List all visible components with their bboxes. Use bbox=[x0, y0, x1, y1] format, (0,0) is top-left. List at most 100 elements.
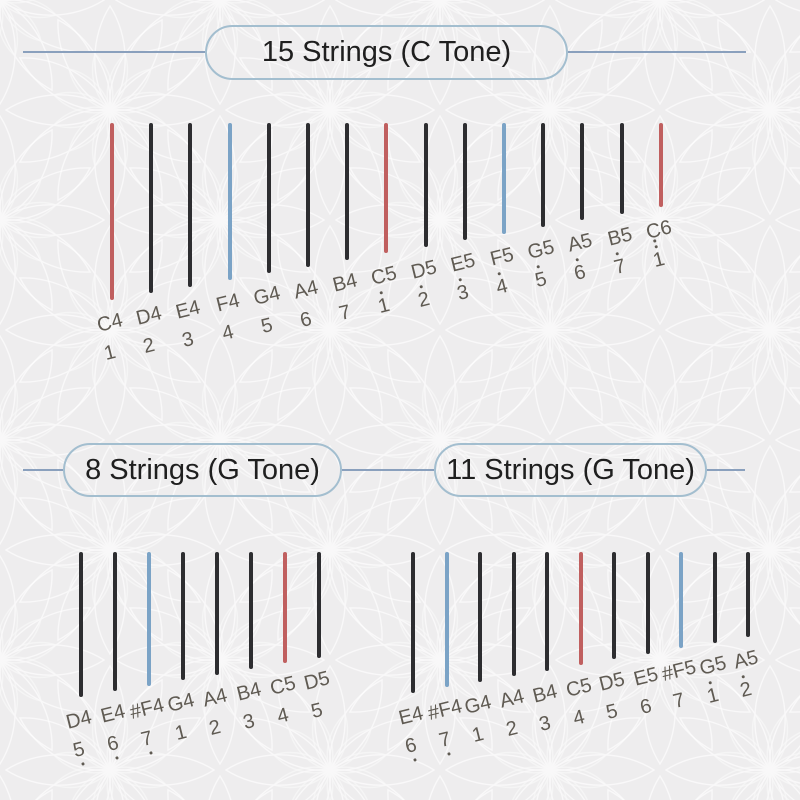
string-line bbox=[580, 123, 585, 221]
string-line bbox=[462, 123, 467, 241]
octave-dot bbox=[740, 675, 745, 679]
string-solfege-number: 1 bbox=[643, 239, 675, 274]
string-line bbox=[612, 552, 616, 660]
string-solfege-number: 2 bbox=[206, 715, 224, 740]
octave-dot bbox=[114, 756, 119, 761]
string-line bbox=[227, 123, 232, 281]
string-line bbox=[645, 552, 650, 654]
string-solfege-number: 7 bbox=[131, 725, 163, 755]
string-solfege-number: 4 bbox=[486, 271, 518, 300]
string-line bbox=[345, 123, 350, 261]
string-line bbox=[423, 123, 428, 247]
string-solfege-number: 6 bbox=[637, 694, 654, 719]
string-line bbox=[283, 552, 287, 664]
octave-dot bbox=[575, 258, 579, 262]
string-line bbox=[478, 552, 482, 682]
string-solfege-number: 7 bbox=[428, 726, 460, 757]
string-line bbox=[619, 123, 624, 214]
string-line bbox=[712, 552, 717, 643]
connector-line bbox=[568, 51, 746, 53]
string-solfege-number: 3 bbox=[536, 711, 554, 736]
string-line bbox=[149, 123, 154, 294]
section-title-text: 8 Strings (G Tone) bbox=[85, 453, 320, 486]
string-solfege-number: 2 bbox=[503, 717, 520, 742]
string-solfege-number: 6 bbox=[297, 307, 315, 332]
string-line bbox=[384, 123, 389, 254]
section-title-pill-15-strings: 15 Strings (C Tone) bbox=[205, 25, 568, 80]
string-solfege-number: 3 bbox=[240, 709, 258, 735]
string-line bbox=[147, 552, 151, 686]
octave-dot bbox=[446, 752, 450, 757]
connector-line bbox=[342, 469, 434, 471]
string-line bbox=[266, 123, 271, 274]
string-solfege-number: 1 bbox=[696, 680, 728, 710]
string-line bbox=[317, 552, 321, 658]
octave-dot bbox=[148, 751, 153, 755]
string-line bbox=[511, 552, 516, 677]
string-line bbox=[658, 123, 663, 207]
connector-line bbox=[23, 469, 63, 471]
string-solfege-number: 6 bbox=[395, 732, 427, 762]
string-solfege-number: 7 bbox=[603, 251, 635, 280]
octave-dot bbox=[652, 239, 656, 243]
string-solfege-number: 1 bbox=[101, 340, 119, 366]
string-line bbox=[249, 552, 253, 669]
string-solfege-number: 7 bbox=[670, 689, 688, 714]
string-note-label: A5 bbox=[731, 646, 761, 674]
string-solfege-number: 4 bbox=[219, 321, 236, 346]
connector-line bbox=[23, 51, 205, 53]
string-solfege-number: 1 bbox=[469, 722, 487, 747]
string-line bbox=[181, 552, 185, 681]
string-solfege-number: 5 bbox=[63, 736, 95, 766]
section-title-text: 11 Strings (G Tone) bbox=[446, 453, 695, 486]
string-solfege-number: 2 bbox=[730, 675, 762, 704]
octave-dot bbox=[653, 244, 658, 249]
string-line bbox=[215, 552, 219, 675]
string-line bbox=[444, 552, 449, 688]
octave-dot bbox=[496, 271, 501, 276]
octave-dot bbox=[614, 251, 619, 256]
string-solfege-number: 5 bbox=[603, 700, 621, 725]
string-solfege-number: 1 bbox=[368, 291, 400, 320]
string-line bbox=[411, 552, 415, 693]
string-line bbox=[502, 123, 506, 234]
string-solfege-number: 4 bbox=[274, 704, 292, 729]
section-title-pill-8-strings: 8 Strings (G Tone) bbox=[63, 443, 342, 497]
string-solfege-number: 2 bbox=[407, 284, 439, 314]
string-note-label: D5 bbox=[301, 667, 333, 695]
string-solfege-number: 1 bbox=[172, 721, 190, 746]
string-solfege-number: 3 bbox=[180, 327, 197, 352]
string-line bbox=[79, 552, 83, 697]
string-solfege-number: 5 bbox=[525, 264, 557, 294]
string-solfege-number: 2 bbox=[141, 334, 158, 359]
string-line bbox=[306, 123, 310, 267]
string-line bbox=[541, 123, 546, 227]
string-line bbox=[188, 123, 193, 287]
string-note-label: C6 bbox=[643, 216, 674, 244]
string-solfege-number: 7 bbox=[337, 301, 354, 326]
string-solfege-number: 6 bbox=[97, 730, 129, 761]
string-solfege-number: 4 bbox=[570, 705, 587, 731]
section-title-text: 15 Strings (C Tone) bbox=[261, 36, 512, 68]
string-solfege-number: 3 bbox=[447, 278, 479, 307]
octave-dot bbox=[412, 758, 417, 762]
connector-line bbox=[707, 469, 745, 471]
string-line bbox=[110, 123, 114, 300]
octave-dot bbox=[418, 284, 423, 289]
octave-dot bbox=[80, 762, 85, 766]
string-line bbox=[113, 552, 117, 692]
string-line bbox=[578, 552, 583, 665]
string-line bbox=[545, 552, 549, 671]
string-line bbox=[746, 552, 750, 637]
string-solfege-number: 5 bbox=[258, 314, 275, 339]
octave-dot bbox=[536, 264, 540, 269]
string-solfege-number: 5 bbox=[308, 698, 326, 723]
octave-dot bbox=[707, 680, 712, 685]
octave-dot bbox=[457, 278, 462, 282]
string-solfege-number: 6 bbox=[564, 258, 596, 287]
section-title-pill-11-strings: 11 Strings (G Tone) bbox=[434, 443, 707, 497]
octave-dot bbox=[379, 291, 383, 296]
string-line bbox=[679, 552, 683, 649]
